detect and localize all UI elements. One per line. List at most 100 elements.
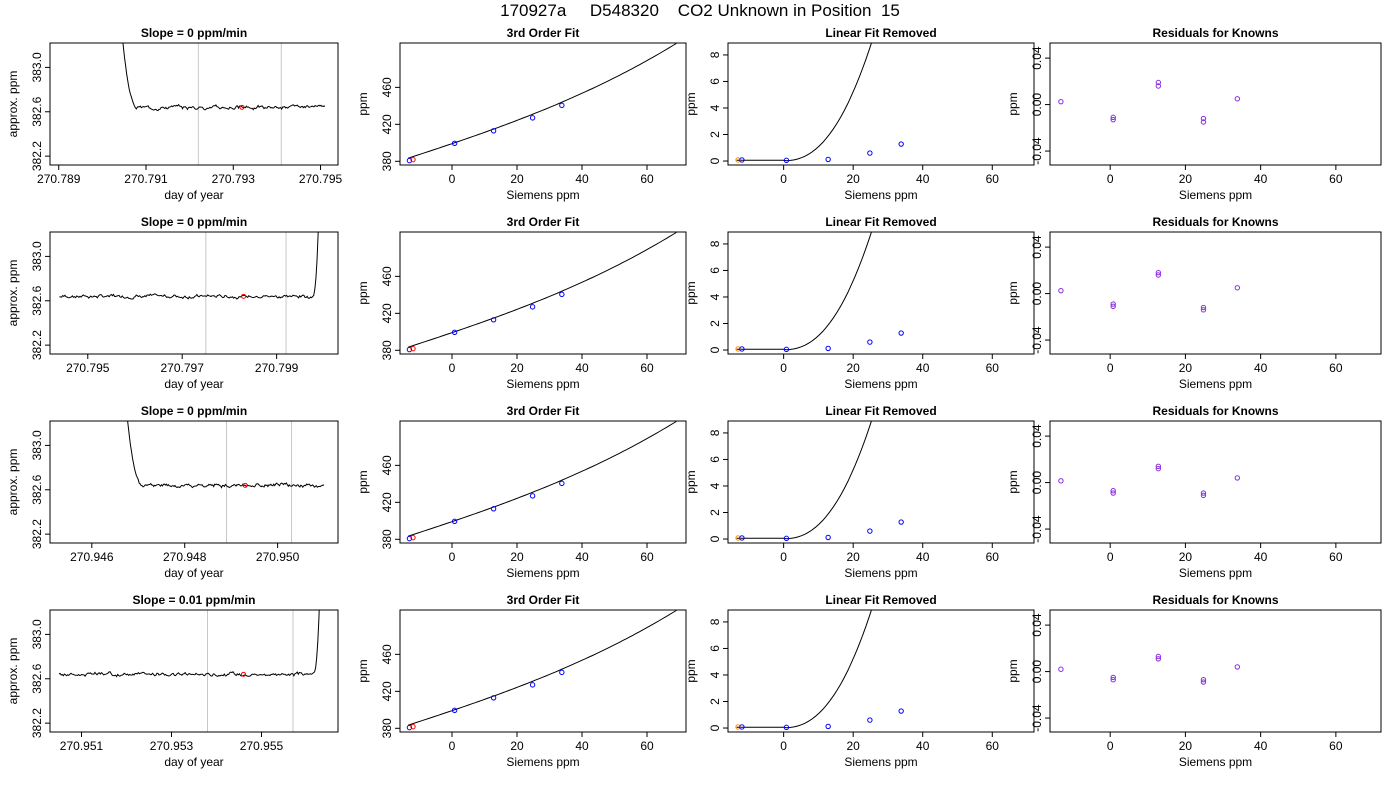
y-tick-label: 8 <box>708 618 722 625</box>
x-tick-label: 270.799 <box>255 361 299 375</box>
x-tick-label: 270.948 <box>163 550 207 564</box>
x-axis-label: Siemens ppm <box>844 566 917 580</box>
x-axis-label: Siemens ppm <box>506 188 579 202</box>
plot-frame <box>49 609 339 733</box>
panel-title: Slope = 0 ppm/min <box>141 26 247 40</box>
x-tick-label: 270.795 <box>66 361 110 375</box>
plot-frame <box>49 231 339 355</box>
y-axis-label: ppm <box>684 92 698 115</box>
data-point <box>410 534 416 541</box>
y-tick-label: 383.0 <box>30 619 44 649</box>
data-point <box>735 724 741 730</box>
data-point <box>825 534 831 541</box>
y-tick-label: 382.2 <box>30 519 44 549</box>
data-point <box>1234 475 1241 481</box>
panel-title: 3rd Order Fit <box>507 404 580 418</box>
x-axis-label: day of year <box>164 755 223 769</box>
x-tick-label: 60 <box>986 739 1000 753</box>
y-axis-label: approx. ppm <box>6 71 20 138</box>
y-tick-label: 0.04 <box>1030 424 1044 448</box>
x-tick-label: 20 <box>847 172 861 186</box>
data-point <box>1200 115 1207 122</box>
y-tick-label: 8 <box>708 429 722 436</box>
x-tick-label: 60 <box>640 361 654 375</box>
panel-4-2: 3rd Order Fit 0 20 40 60 380 420 460 Siemens ppm… <box>356 593 687 769</box>
y-tick-label: 6 <box>708 645 722 652</box>
x-tick-label: 60 <box>1329 739 1343 753</box>
x-tick-label: 40 <box>916 361 930 375</box>
panel-3-1: Slope = 0 ppm/min 270.946 270.948 270.950 38… <box>6 404 339 580</box>
x-tick-label: 40 <box>1254 172 1268 186</box>
plot-frame <box>399 609 687 733</box>
x-tick-label: 40 <box>916 550 930 564</box>
x-tick-label: 20 <box>1179 550 1193 564</box>
panel-title: Slope = 0.01 ppm/min <box>132 593 255 607</box>
data-point <box>1155 272 1162 278</box>
x-tick-label: 270.793 <box>212 172 256 186</box>
fit-curve <box>407 232 677 348</box>
y-tick-label: 2 <box>708 320 722 327</box>
panel-title: Residuals for Knowns <box>1152 404 1278 418</box>
y-tick-label: 460 <box>380 266 394 286</box>
x-tick-label: 20 <box>510 739 524 753</box>
y-tick-label: 6 <box>708 267 722 274</box>
y-axis-label: approx. ppm <box>6 449 20 516</box>
data-point <box>898 708 904 714</box>
data-point <box>559 291 565 298</box>
x-tick-label: 60 <box>986 172 1000 186</box>
y-tick-label: 380 <box>380 151 394 171</box>
y-tick-label: 382.2 <box>30 141 44 171</box>
panel-title: Slope = 0 ppm/min <box>141 404 247 418</box>
y-tick-label: 0 <box>708 535 722 542</box>
y-axis-label: ppm <box>684 470 698 493</box>
y-tick-label: 383.0 <box>30 52 44 82</box>
x-tick-label: 20 <box>510 361 524 375</box>
x-tick-label: 0 <box>449 172 456 186</box>
data-point <box>1155 656 1162 662</box>
y-tick-label: 383.0 <box>30 430 44 460</box>
panel-2-4: Residuals for Knowns 0 20 40 60 -0.04 0.00 0.04… <box>1006 215 1382 391</box>
y-tick-label: 382.6 <box>30 663 44 693</box>
selected-point <box>241 671 246 677</box>
plot-frame <box>1049 420 1382 544</box>
y-axis-label: ppm <box>1006 92 1020 115</box>
data-point <box>1110 677 1116 683</box>
panel-title: Slope = 0 ppm/min <box>141 215 247 229</box>
data-point <box>783 346 790 353</box>
fit-curve <box>407 421 677 537</box>
panel-title: Residuals for Knowns <box>1152 215 1278 229</box>
data-point <box>559 480 565 487</box>
panel-1-2: 3rd Order Fit 0 20 40 60 380 420 460 Siemens ppm… <box>356 26 687 202</box>
x-axis-label: day of year <box>164 188 223 202</box>
x-tick-label: 20 <box>847 739 861 753</box>
x-axis-label: Siemens ppm <box>1179 566 1252 580</box>
data-point <box>735 535 741 541</box>
data-point <box>1200 677 1207 683</box>
data-point <box>783 724 790 731</box>
y-tick-label: 382.6 <box>30 474 44 504</box>
y-tick-label: 0 <box>708 346 722 353</box>
panel-title: Linear Fit Removed <box>825 26 936 40</box>
x-axis-label: Siemens ppm <box>844 188 917 202</box>
x-tick-label: 60 <box>640 739 654 753</box>
selected-point <box>239 104 245 110</box>
x-axis-label: Siemens ppm <box>1179 377 1252 391</box>
x-tick-label: 60 <box>1329 361 1343 375</box>
data-point <box>529 115 536 121</box>
data-point <box>490 506 497 512</box>
data-point <box>1110 301 1116 307</box>
data-point <box>1200 307 1207 313</box>
panel-3-3: Linear Fit Removed 0 20 40 60 0 2 4 6 8 Siemens pp… <box>684 404 1035 580</box>
x-tick-label: 60 <box>986 361 1000 375</box>
y-axis-label: ppm <box>1006 659 1020 682</box>
data-point <box>867 339 873 345</box>
x-axis-label: day of year <box>164 566 223 580</box>
y-tick-label: 420 <box>380 114 394 134</box>
y-tick-label: -0.04 <box>1030 137 1044 165</box>
data-point <box>1110 674 1116 681</box>
x-tick-label: 20 <box>510 172 524 186</box>
y-axis-label: ppm <box>1006 470 1020 493</box>
x-tick-label: 40 <box>1254 361 1268 375</box>
x-axis-label: Siemens ppm <box>506 377 579 391</box>
data-point <box>783 535 790 542</box>
